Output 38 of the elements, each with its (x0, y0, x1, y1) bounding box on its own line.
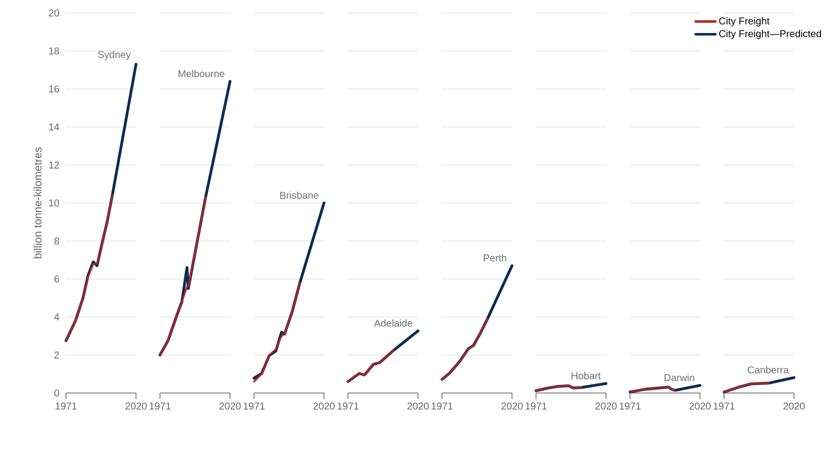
x-tick-label: 2020 (219, 402, 241, 410)
y-tick-label: 18 (49, 47, 60, 55)
annotation: Perth (484, 254, 506, 262)
annotation: Canberra (748, 366, 789, 374)
y-tick-label: 0 (54, 389, 60, 397)
y-tick-label: 16 (49, 85, 60, 93)
x-tick-label: 2020 (407, 402, 429, 410)
y-tick-label: 8 (54, 237, 60, 245)
x-tick-label: 1971 (56, 402, 77, 410)
legend-label: City Freight—Predicted (719, 30, 822, 40)
x-tick-label: 2020 (595, 402, 617, 410)
y-axis-title: billion tonne-kilometres (34, 147, 42, 258)
x-tick-label: 2020 (783, 402, 805, 410)
annotation: Darwin (664, 374, 694, 382)
y-tick-label: 6 (54, 275, 60, 283)
y-tick-label: 20 (48, 9, 60, 17)
x-tick-label: 1971 (714, 402, 735, 410)
y-tick-label: 2 (54, 352, 59, 358)
x-tick-label: 1971 (432, 402, 453, 410)
x-tick-label: 1971 (526, 402, 547, 410)
y-tick-label: 12 (49, 162, 59, 168)
x-tick-label: 2020 (313, 402, 335, 410)
annotation: Brisbane (280, 191, 318, 199)
legend-label: City Freight (719, 17, 770, 26)
x-tick-label: 1971 (620, 402, 641, 410)
annotation: Melbourne (178, 70, 224, 78)
x-tick-label: 2020 (501, 402, 523, 410)
x-tick-label: 2020 (125, 402, 147, 410)
annotation: Adelaide (374, 319, 412, 327)
x-tick-label: 1971 (150, 402, 171, 410)
y-tick-label: 10 (49, 199, 60, 207)
annotation: Hobart (572, 372, 601, 380)
y-tick-label: 4 (54, 314, 60, 320)
x-tick-label: 2020 (689, 402, 711, 410)
x-tick-label: 1971 (244, 402, 265, 410)
annotation: Sydney (98, 50, 131, 60)
x-tick-label: 1971 (338, 402, 359, 410)
y-tick-label: 14 (49, 124, 60, 130)
